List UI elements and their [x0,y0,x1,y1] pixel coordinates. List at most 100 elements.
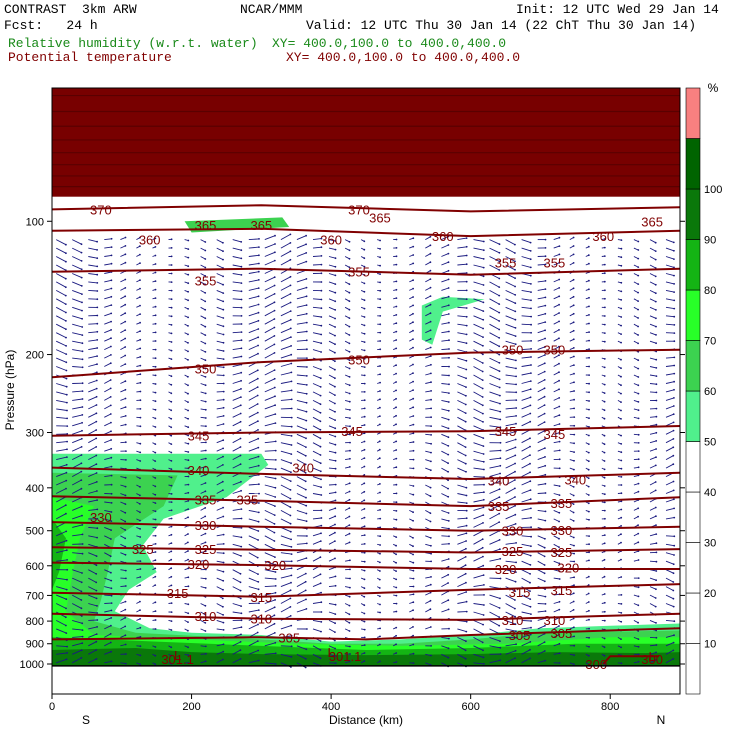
wind-arrow-head [290,416,293,419]
wind-arrow-head [65,311,67,314]
wind-arrow-head [222,258,224,261]
wind-arrow-head [64,504,67,507]
wind-arrow-head [257,336,260,339]
wind-arrow [425,608,431,613]
wind-arrow-head [187,299,190,302]
wind-arrow-head [672,563,675,566]
wind-arrow [649,391,657,393]
wind-arrow-head [412,537,414,539]
wind-arrow [441,287,449,291]
wind-arrow-head [543,370,546,373]
wind-arrow [489,247,500,254]
wind-arrow-head [319,403,322,406]
wind-arrow-head [222,455,224,458]
wind-arrow [248,279,259,283]
wind-arrow [264,585,276,588]
wind-arrow [521,517,532,520]
wind-arrow-head [124,312,127,315]
theta-label: 315 [250,590,272,605]
wind-arrow-head [558,287,561,289]
wind-arrow-head [481,641,484,644]
wind-arrow-head [139,654,142,657]
wind-arrow-head [529,498,532,501]
wind-arrow-head [204,559,207,562]
theta-label: 355 [544,256,566,271]
wind-arrow-head [187,342,189,344]
wind-arrow-head [187,442,190,445]
wind-arrow [232,364,242,367]
wind-arrow-head [448,627,450,630]
wind-arrow-head [80,657,83,659]
wind-arrow-head [334,317,336,320]
wind-arrow-head [514,523,517,525]
wind-arrow-head [498,251,501,254]
wind-arrow [232,446,241,452]
wind-arrow-head [588,609,590,612]
wind-arrow-head [110,529,112,531]
wind-arrow-head [170,341,173,343]
wind-arrow-head [573,560,576,563]
wind-arrow [88,463,97,469]
wind-arrow-head [363,543,366,545]
wind-arrow [425,372,432,376]
wind-arrow-head [154,263,157,265]
wind-arrow [425,329,431,334]
wind-arrow-head [204,490,207,493]
wind-arrow-head [379,643,381,646]
wind-arrow-head [170,247,173,249]
wind-arrow-head [573,644,576,647]
wind-arrow-head [498,345,501,348]
wind-arrow [425,518,431,522]
wind-arrow-head [348,249,351,252]
wind-arrow [521,289,532,293]
wind-arrow-head [257,446,260,449]
wind-arrow-head [320,621,323,623]
wind-arrow [248,577,259,583]
wind-arrow-head [139,600,141,603]
wind-arrow-head [363,525,366,528]
wind-arrow-head [603,509,606,512]
wind-arrow [521,507,531,511]
wind-arrow-head [481,538,484,541]
wind-arrow-head [379,660,381,663]
wind-arrow-head [447,304,450,307]
wind-arrow-head [481,370,484,373]
wind-arrow [537,421,545,427]
wind-arrow-head [515,636,518,639]
wind-arrow [104,439,112,444]
wind-arrow [264,285,275,291]
wind-arrow-head [448,527,450,530]
wind-arrow-head [530,348,532,350]
wind-arrow [665,413,674,418]
wind-arrow [553,406,560,410]
wind-arrow-head [558,449,561,452]
wind-arrow-head [558,312,560,314]
wind-arrow-head [240,480,242,483]
wind-arrow-head [465,630,468,633]
wind-arrow-head [379,281,381,284]
wind-arrow-head [348,621,351,624]
wind-arrow [537,321,546,325]
wind-arrow-head [257,623,259,626]
wind-arrow-head [170,584,173,587]
wind-arrow [441,348,450,351]
wind-arrow-head [320,333,323,336]
wind-arrow [120,467,126,470]
wind-arrow-head [139,416,142,419]
wind-arrow [425,459,432,462]
wind-arrow-head [240,290,243,293]
wind-arrow [665,446,674,452]
wind-arrow-head [588,356,590,359]
wind-arrow-head [498,496,501,499]
wind-arrow-head [187,434,190,437]
wind-arrow [216,399,224,401]
wind-arrow-head [256,403,259,405]
wind-arrow [473,506,484,511]
wind-arrow-head [544,610,547,612]
wind-arrow-head [139,663,142,666]
wind-arrow-head [654,489,657,492]
wind-arrow-head [395,578,398,581]
wind-arrow [120,543,126,548]
wind-arrow-head [80,590,83,593]
wind-arrow [232,247,242,251]
